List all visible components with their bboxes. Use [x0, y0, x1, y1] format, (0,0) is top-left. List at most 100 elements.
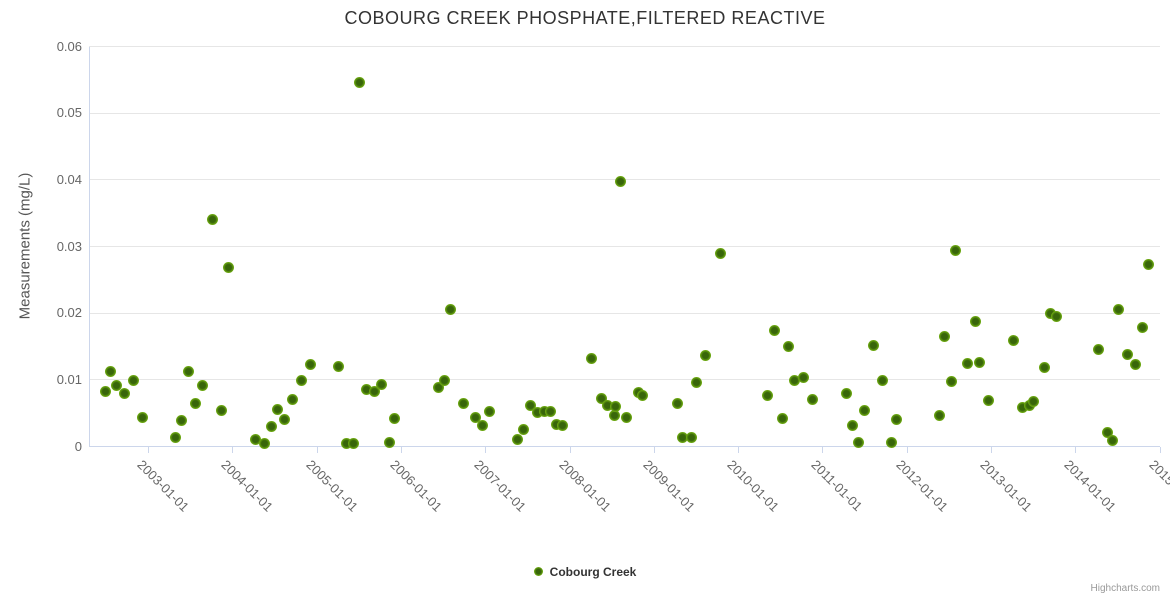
data-point[interactable]	[182, 365, 194, 377]
data-point[interactable]	[1038, 361, 1050, 373]
data-point[interactable]	[1106, 435, 1118, 446]
data-point[interactable]	[847, 420, 859, 432]
data-point[interactable]	[369, 385, 381, 397]
data-point[interactable]	[970, 316, 982, 328]
data-point[interactable]	[797, 372, 809, 384]
data-point[interactable]	[544, 406, 556, 418]
data-point[interactable]	[596, 393, 608, 404]
data-point[interactable]	[207, 213, 219, 225]
data-point[interactable]	[457, 398, 469, 410]
data-point[interactable]	[439, 375, 451, 386]
data-point[interactable]	[868, 339, 880, 351]
data-point[interactable]	[222, 261, 234, 273]
data-point[interactable]	[671, 398, 683, 410]
data-point[interactable]	[433, 382, 445, 394]
data-point[interactable]	[777, 413, 789, 424]
data-point[interactable]	[585, 353, 597, 364]
data-point[interactable]	[1122, 349, 1134, 360]
data-point[interactable]	[250, 433, 262, 445]
data-point[interactable]	[982, 395, 994, 406]
data-point[interactable]	[511, 433, 523, 445]
data-point[interactable]	[1112, 303, 1124, 315]
data-point[interactable]	[762, 389, 774, 401]
data-point[interactable]	[483, 405, 495, 417]
data-point[interactable]	[1051, 311, 1063, 322]
data-point[interactable]	[1143, 259, 1155, 270]
data-point[interactable]	[610, 401, 622, 412]
data-point[interactable]	[305, 359, 317, 370]
data-point[interactable]	[340, 437, 352, 449]
data-point[interactable]	[859, 405, 871, 416]
credits-link[interactable]: Highcharts.com	[1090, 583, 1160, 594]
data-point[interactable]	[614, 176, 626, 188]
data-point[interactable]	[136, 412, 148, 424]
data-point[interactable]	[608, 410, 620, 422]
data-point[interactable]	[215, 405, 227, 416]
data-point[interactable]	[176, 415, 188, 426]
data-point[interactable]	[470, 412, 482, 424]
data-point[interactable]	[853, 437, 865, 448]
data-point[interactable]	[691, 377, 703, 388]
data-point[interactable]	[806, 393, 818, 405]
data-point[interactable]	[973, 357, 985, 368]
data-point[interactable]	[333, 361, 345, 372]
data-point[interactable]	[768, 325, 780, 336]
data-point[interactable]	[118, 388, 130, 400]
data-point[interactable]	[99, 386, 111, 398]
data-point[interactable]	[961, 357, 973, 369]
data-point[interactable]	[939, 331, 951, 342]
data-point[interactable]	[841, 387, 853, 399]
data-point[interactable]	[445, 303, 457, 315]
data-point[interactable]	[1008, 335, 1020, 346]
data-point[interactable]	[104, 366, 116, 378]
data-point[interactable]	[272, 403, 284, 415]
data-point[interactable]	[348, 437, 360, 449]
data-point[interactable]	[557, 420, 569, 432]
data-point[interactable]	[1045, 308, 1057, 320]
data-point[interactable]	[354, 77, 366, 88]
data-point[interactable]	[111, 379, 123, 391]
data-point[interactable]	[676, 431, 688, 443]
data-point[interactable]	[376, 379, 387, 390]
data-point[interactable]	[477, 419, 489, 431]
data-point[interactable]	[714, 247, 726, 259]
data-point[interactable]	[170, 432, 182, 444]
data-point[interactable]	[1137, 321, 1149, 333]
x-axis-tick	[232, 446, 234, 453]
data-point[interactable]	[383, 437, 395, 448]
data-point[interactable]	[266, 421, 278, 432]
data-point[interactable]	[538, 405, 550, 417]
data-point[interactable]	[518, 423, 530, 435]
data-point[interactable]	[197, 379, 209, 391]
data-point[interactable]	[286, 394, 298, 406]
data-point[interactable]	[783, 341, 795, 352]
data-point[interactable]	[621, 411, 633, 423]
data-point[interactable]	[1101, 427, 1113, 438]
data-point[interactable]	[601, 400, 613, 412]
data-point[interactable]	[637, 390, 649, 402]
data-point[interactable]	[1130, 359, 1142, 370]
data-point[interactable]	[789, 375, 801, 386]
data-point[interactable]	[189, 398, 201, 410]
data-point[interactable]	[360, 383, 372, 395]
data-point[interactable]	[551, 419, 563, 430]
data-point[interactable]	[876, 375, 888, 386]
data-point[interactable]	[128, 375, 140, 386]
legend-item-cobourg-creek[interactable]: Cobourg Creek	[533, 565, 636, 579]
data-point[interactable]	[1016, 401, 1028, 413]
data-point[interactable]	[258, 438, 270, 450]
data-point[interactable]	[279, 414, 291, 426]
data-point[interactable]	[531, 407, 543, 418]
data-point[interactable]	[886, 437, 898, 448]
data-point[interactable]	[934, 410, 946, 422]
data-point[interactable]	[295, 375, 307, 386]
data-point[interactable]	[891, 414, 903, 426]
data-point[interactable]	[686, 432, 698, 444]
data-point[interactable]	[699, 349, 711, 361]
data-point[interactable]	[1028, 395, 1040, 407]
data-point[interactable]	[950, 245, 962, 256]
data-point[interactable]	[945, 376, 957, 388]
data-point[interactable]	[389, 413, 401, 424]
data-point[interactable]	[525, 400, 537, 412]
data-point[interactable]	[1093, 343, 1105, 355]
